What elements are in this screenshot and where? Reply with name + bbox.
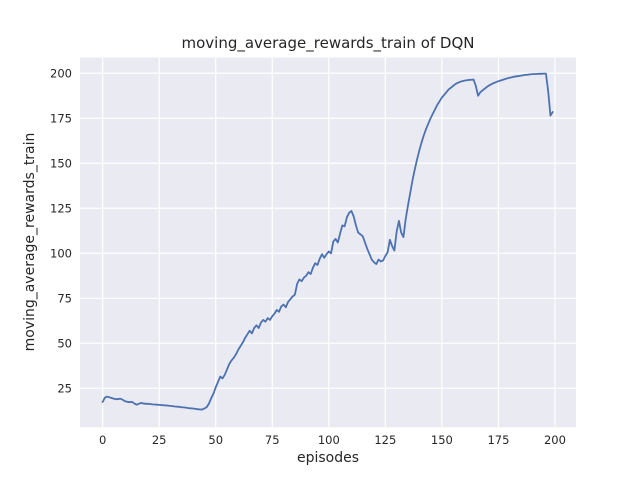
x-tick-label: 50 xyxy=(208,433,223,447)
x-tick-label: 150 xyxy=(431,433,453,447)
axes-background xyxy=(80,57,576,428)
x-tick-label: 0 xyxy=(99,433,106,447)
y-tick-label: 100 xyxy=(50,246,72,260)
x-tick-label: 75 xyxy=(265,433,280,447)
y-tick-label: 50 xyxy=(57,336,72,350)
x-tick-label: 100 xyxy=(318,433,340,447)
y-tick-label: 200 xyxy=(50,66,72,80)
y-tick-labels: 25 50 75 100 125 150 175 200 xyxy=(50,66,72,395)
y-tick-label: 75 xyxy=(57,291,72,305)
y-tick-label: 25 xyxy=(57,381,72,395)
x-tick-label: 125 xyxy=(374,433,396,447)
reward-line-series xyxy=(101,72,554,411)
y-tick-label: 125 xyxy=(50,201,72,215)
y-axis-label: moving_average_rewards_train xyxy=(22,132,38,352)
x-tick-label: 200 xyxy=(544,433,566,447)
x-tick-label: 175 xyxy=(487,433,509,447)
x-tick-labels: 0 25 50 75 100 125 150 175 200 xyxy=(99,433,566,447)
chart-title: moving_average_rewards_train of DQN xyxy=(181,34,475,52)
x-tick-label: 25 xyxy=(152,433,167,447)
y-tick-label: 175 xyxy=(50,111,72,125)
x-axis-label: episodes xyxy=(296,450,360,466)
y-tick-label: 150 xyxy=(50,156,72,170)
